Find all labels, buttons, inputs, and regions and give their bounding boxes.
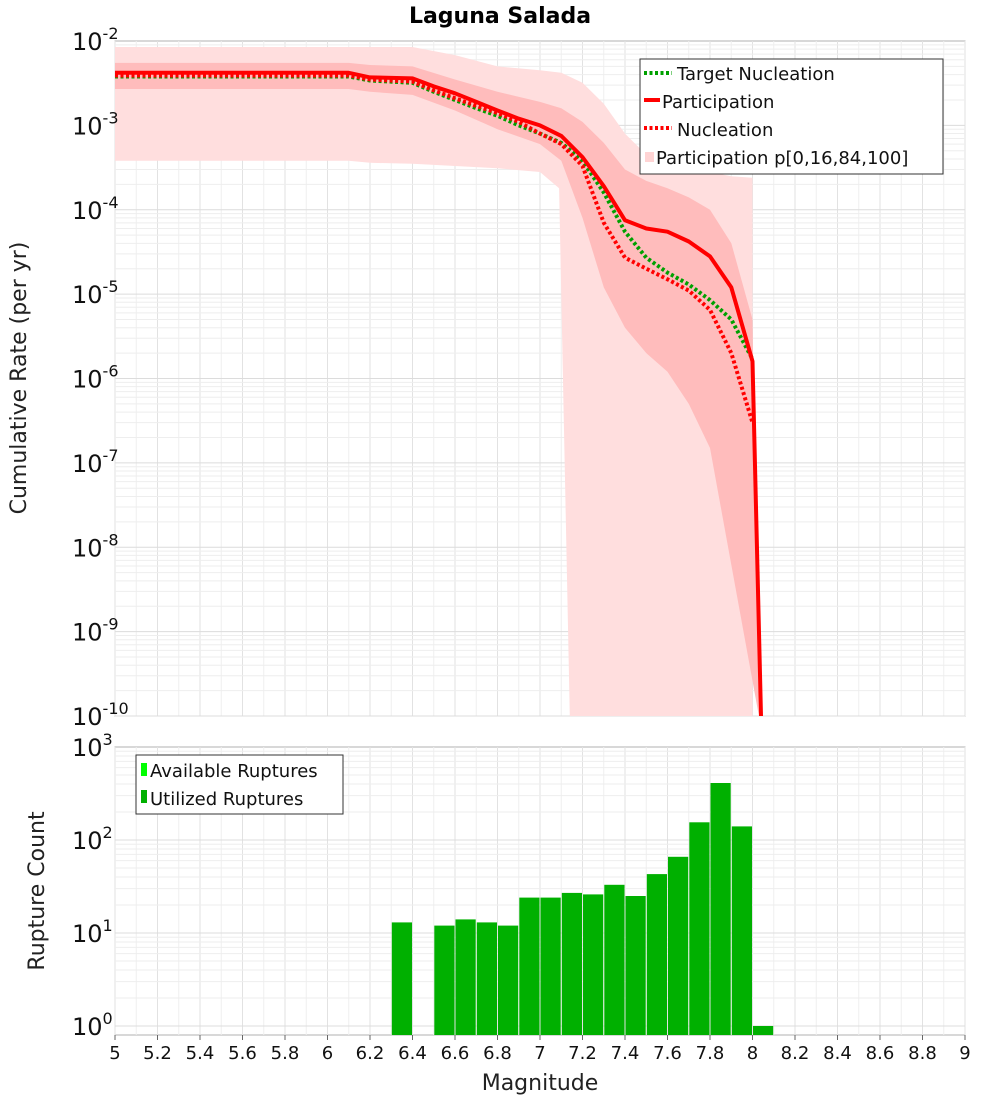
top-y-ticks: 10-10 10-9 10-8 10-7 10-6 10-5 10-4 10-3 10-2	[72, 24, 129, 731]
x-tick-label: 9	[959, 1043, 970, 1064]
x-tick-label: 5	[109, 1043, 120, 1064]
top-y-tick-label: 10-8	[72, 530, 119, 562]
x-tick-label: 7	[534, 1043, 545, 1064]
bottom-y-tick-label: 100	[72, 1009, 113, 1041]
bottom-bars	[391, 783, 774, 1035]
bar-utilized-ruptures	[498, 925, 519, 1035]
bottom-y-ticks: 100 101 102 103	[72, 730, 113, 1041]
bar-utilized-ruptures	[434, 925, 455, 1035]
top-y-axis-label: Cumulative Rate (per yr)	[7, 242, 32, 515]
x-tick-label: 6.8	[483, 1043, 512, 1064]
bar-utilized-ruptures	[710, 783, 731, 1035]
legend-swatch-utilized-ruptures	[141, 790, 147, 803]
x-tick-label: 8	[747, 1043, 758, 1064]
legend-label-utilized-ruptures: Utilized Ruptures	[150, 789, 303, 810]
legend-swatch-available-ruptures	[141, 763, 147, 776]
bottom-legend: Available Ruptures Utilized Ruptures	[135, 754, 344, 815]
x-tick-label: 6	[322, 1043, 333, 1064]
participation-band-inner	[115, 62, 759, 716]
series-line-participation	[115, 70, 763, 717]
bottom-y-axis-label: Rupture Count	[25, 811, 50, 971]
bar-utilized-ruptures	[668, 856, 689, 1035]
top-y-tick-label: 10-4	[72, 193, 119, 225]
top-bands	[115, 47, 759, 716]
bar-utilized-ruptures	[731, 826, 752, 1035]
x-tick-label: 7.4	[611, 1043, 640, 1064]
x-tick-label: 8.6	[866, 1043, 895, 1064]
x-tick-label: 5.8	[271, 1043, 300, 1064]
x-tick-label: 8.4	[823, 1043, 852, 1064]
bar-utilized-ruptures	[753, 1026, 774, 1035]
x-tick-label: 8.2	[781, 1043, 810, 1064]
x-tick-label: 5.2	[143, 1043, 172, 1064]
bottom-panel: 100 101 102 103 5 5.2 5.4 5.6 5.8 6 6.2 6.4 6.6 6.8 7…	[25, 730, 971, 1096]
x-tick-label: 6.4	[398, 1043, 427, 1064]
x-axis-label: Magnitude	[482, 1071, 599, 1096]
top-y-tick-label: 10-10	[72, 699, 129, 731]
bar-utilized-ruptures	[391, 922, 412, 1035]
top-legend: Target Nucleation Participation Nucleati…	[639, 58, 944, 175]
legend-label-nucleation: Nucleation	[677, 120, 773, 141]
x-tick-label: 7.2	[568, 1043, 597, 1064]
chart-title: Laguna Salada	[409, 4, 591, 29]
bar-utilized-ruptures	[519, 897, 540, 1035]
bar-utilized-ruptures	[561, 892, 582, 1035]
x-tick-label: 5.4	[186, 1043, 215, 1064]
bottom-legend-box	[135, 754, 344, 815]
bottom-y-tick-label: 103	[72, 730, 113, 762]
bar-utilized-ruptures	[540, 897, 561, 1035]
x-tick-label: 8.8	[908, 1043, 937, 1064]
legend-swatch-participation-band	[645, 152, 654, 162]
top-y-tick-label: 10-5	[72, 277, 119, 309]
bar-utilized-ruptures	[583, 894, 604, 1035]
legend-label-target-nucleation: Target Nucleation	[676, 64, 835, 85]
top-y-tick-label: 10-2	[72, 24, 119, 56]
top-legend-box	[639, 58, 944, 175]
legend-label-participation-band: Participation p[0,16,84,100]	[656, 148, 908, 169]
bar-utilized-ruptures	[604, 884, 625, 1035]
top-y-tick-label: 10-6	[72, 362, 119, 394]
top-y-tick-label: 10-7	[72, 446, 119, 478]
x-tick-label: 6.2	[356, 1043, 385, 1064]
bottom-y-tick-label: 102	[72, 823, 113, 855]
bar-utilized-ruptures	[455, 919, 476, 1035]
bottom-x-ticks: 5 5.2 5.4 5.6 5.8 6 6.2 6.4 6.6 6.8 7 7.2 7.4 7.6 7.8 8…	[109, 1035, 971, 1064]
top-y-tick-label: 10-3	[72, 108, 119, 140]
legend-label-available-ruptures: Available Ruptures	[150, 761, 318, 782]
bar-utilized-ruptures	[646, 874, 667, 1035]
x-tick-label: 6.6	[441, 1043, 470, 1064]
x-tick-label: 7.6	[653, 1043, 682, 1064]
top-y-tick-label: 10-9	[72, 615, 119, 647]
bar-utilized-ruptures	[689, 822, 710, 1035]
x-tick-label: 5.6	[228, 1043, 257, 1064]
series-line-nucleation	[115, 73, 755, 424]
top-series	[115, 70, 763, 717]
legend-label-participation: Participation	[662, 92, 774, 113]
bottom-y-tick-label: 101	[72, 916, 113, 948]
x-tick-label: 7.8	[696, 1043, 725, 1064]
bar-utilized-ruptures	[625, 896, 646, 1035]
bar-utilized-ruptures	[476, 922, 497, 1035]
